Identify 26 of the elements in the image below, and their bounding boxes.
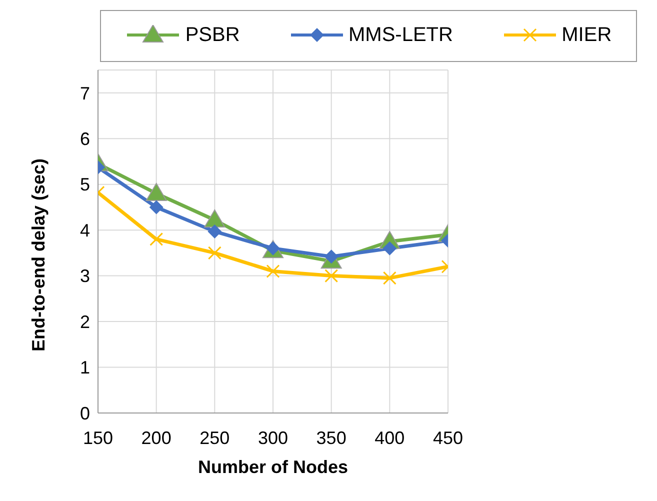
y-tick-label: 7 [80, 83, 90, 104]
legend-label: MMS-LETR [348, 24, 453, 46]
x-axis-title: Number of Nodes [198, 457, 348, 477]
y-tick-label: 4 [80, 220, 90, 240]
point [208, 246, 222, 260]
point [208, 224, 222, 238]
x-tick-label: 350 [316, 428, 346, 448]
point [204, 210, 226, 228]
y-tick-label: 0 [80, 403, 90, 424]
y-tick-label: 6 [80, 128, 90, 149]
x-tick-label: 300 [258, 428, 288, 448]
x-tick-label: 150 [82, 428, 114, 448]
y-tick-label: 3 [80, 266, 90, 286]
y-tick-label: 1 [80, 358, 90, 378]
x-tick-label: 400 [374, 428, 405, 448]
x-tick-label: 250 [200, 428, 230, 448]
x-tick-label: 450 [432, 428, 464, 448]
legend-label: MIER [560, 24, 612, 46]
point [266, 264, 280, 278]
y-axis-title: End-to-end delay (sec) [28, 158, 48, 352]
y-tick-label: 2 [80, 312, 90, 332]
point [324, 269, 338, 283]
x-tick-label: 200 [141, 428, 172, 448]
y-tick-label: 5 [80, 174, 90, 195]
point [324, 250, 338, 264]
legend-label: PSBR [184, 24, 240, 46]
